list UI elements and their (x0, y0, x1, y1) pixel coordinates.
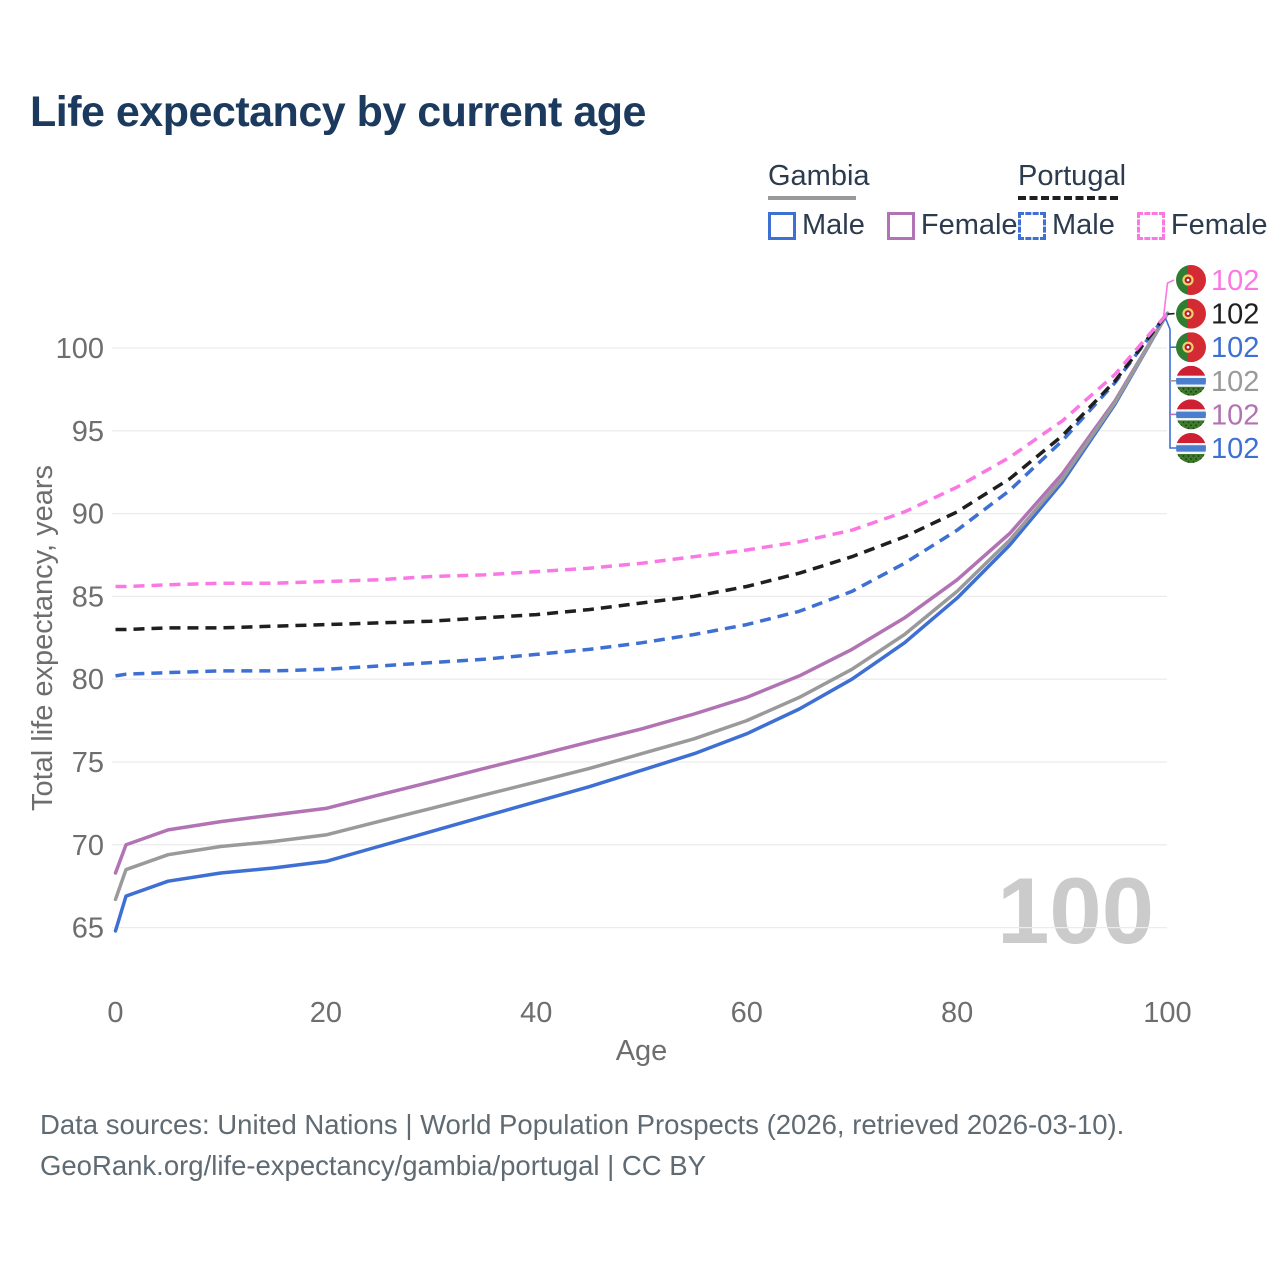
series-line-gambia[interactable] (113, 311, 1170, 902)
legend-swatch-gambia-female[interactable] (886, 211, 915, 240)
y-axis-title: Total life expectancy, years (27, 465, 59, 811)
series-line-gambia-male[interactable] (113, 311, 1170, 933)
series-line-portugal[interactable] (115, 312, 1169, 632)
footer: Data sources: United Nations | World Pop… (40, 1104, 1124, 1186)
legend-swatch-portugal-male[interactable] (1018, 211, 1046, 240)
y-tick-label-80: 80 (72, 664, 104, 696)
legend-label-portugal-male[interactable]: Male (1052, 209, 1115, 241)
leader-spine (1164, 317, 1176, 449)
x-tick-label-80: 80 (941, 997, 973, 1029)
y-tick-label-100: 100 (56, 333, 104, 365)
end-label-gambia: 102 (1211, 366, 1259, 398)
legend-line-swatch-gambia (768, 196, 856, 200)
page-title: Life expectancy by current age (30, 88, 646, 136)
end-label-portugal-male: 102 (1211, 332, 1259, 364)
y-tick-label-65: 65 (72, 913, 104, 945)
end-label-gambia-female: 102 (1211, 399, 1259, 431)
legend-country-portugal[interactable]: Portugal (1018, 160, 1127, 192)
legend-group-gambia: Gambia Male Female (768, 161, 1034, 242)
legend-country-gambia[interactable]: Gambia (768, 160, 870, 192)
y-tick-label-95: 95 (72, 416, 104, 448)
legend-group-portugal: Portugal Male Female (1018, 161, 1280, 242)
portugal-flag-icon (1176, 265, 1206, 295)
x-tick-label-40: 40 (520, 997, 552, 1029)
leader-portugal (1167, 312, 1175, 316)
leader-portugal-female (1162, 279, 1175, 318)
legend-swatch-gambia-male[interactable] (768, 211, 796, 240)
x-axis-title: Age (616, 1035, 668, 1067)
x-tick-label-20: 20 (310, 997, 342, 1029)
legend-label-portugal-female[interactable]: Female (1170, 209, 1268, 241)
x-tick-label-100: 100 (1143, 997, 1191, 1029)
footer-sources-line: Data sources: United Nations | World Pop… (40, 1109, 1125, 1140)
y-tick-label-85: 85 (72, 581, 104, 613)
y-tick-label-75: 75 (72, 747, 104, 779)
gambia-flag-icon (1176, 365, 1206, 396)
legend-label-gambia-male[interactable]: Male (802, 209, 865, 241)
end-label-gambia-male: 102 (1211, 433, 1259, 465)
age-watermark: 100 (997, 858, 1154, 963)
y-tick-label-70: 70 (72, 830, 104, 862)
x-tick-label-60: 60 (731, 997, 763, 1029)
series-line-portugal-male[interactable] (115, 312, 1169, 678)
footer-attribution-line: GeoRank.org/life-expectancy/gambia/portu… (40, 1150, 706, 1181)
legend-line-swatch-portugal (1018, 196, 1118, 200)
x-tick-label-0: 0 (107, 997, 123, 1029)
gambia-flag-icon (1176, 399, 1206, 430)
portugal-flag-icon (1176, 332, 1206, 363)
series-line-gambia-female[interactable] (113, 311, 1170, 875)
y-tick-label-90: 90 (72, 499, 104, 531)
legend-swatch-portugal-female[interactable] (1136, 211, 1165, 240)
gambia-flag-icon (1176, 433, 1206, 463)
portugal-flag-icon (1176, 298, 1206, 329)
series-line-portugal-female[interactable] (115, 312, 1169, 589)
end-label-portugal-female: 102 (1211, 265, 1259, 297)
end-label-portugal: 102 (1211, 299, 1259, 331)
legend-label-gambia-female[interactable]: Female (920, 209, 1018, 241)
